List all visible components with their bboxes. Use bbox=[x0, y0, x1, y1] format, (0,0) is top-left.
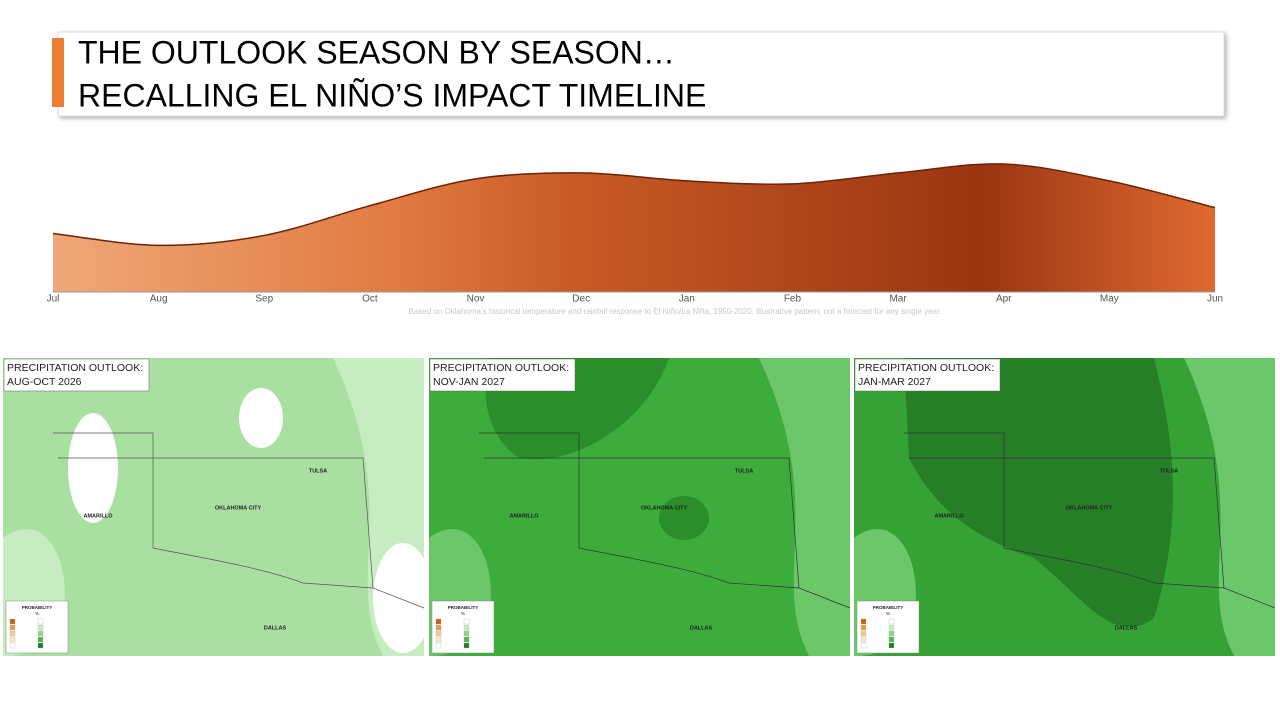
legend-swatch bbox=[435, 618, 442, 625]
legend-swatch bbox=[435, 642, 442, 649]
x-tick-label: May bbox=[1100, 294, 1119, 305]
legend-swatch bbox=[860, 618, 867, 625]
map-region bbox=[759, 358, 850, 656]
x-tick-label: Jun bbox=[1207, 294, 1223, 305]
city-label: TULSA bbox=[1160, 468, 1178, 474]
map-region bbox=[239, 388, 283, 448]
legend-swatch bbox=[860, 636, 867, 643]
legend-title: PROBABILITY bbox=[448, 605, 479, 610]
legend-swatch bbox=[37, 624, 44, 631]
legend-swatch bbox=[860, 624, 867, 631]
city-label: OKLAHOMA CITY bbox=[641, 505, 688, 511]
map-region bbox=[659, 496, 709, 540]
city-label: AMARILLO bbox=[509, 513, 539, 519]
city-label: AMARILLO bbox=[83, 513, 113, 519]
x-tick-label: Aug bbox=[150, 294, 168, 305]
legend-swatch bbox=[860, 642, 867, 649]
x-tick-label: Apr bbox=[996, 294, 1012, 305]
x-tick-label: Oct bbox=[362, 294, 378, 305]
map-panel: PRECIPITATION OUTLOOK: JAN-MAR 2027 AMARIL… bbox=[854, 358, 1276, 656]
legend-swatch bbox=[888, 630, 895, 637]
accent-bar bbox=[52, 38, 64, 107]
legend-unit: % bbox=[886, 611, 890, 616]
legend-swatch bbox=[435, 630, 442, 637]
title-box bbox=[57, 31, 1225, 117]
city-label: DALLAS bbox=[1115, 625, 1138, 631]
city-label: TULSA bbox=[309, 468, 327, 474]
legend-swatch bbox=[9, 630, 16, 637]
city-label: OKLAHOMA CITY bbox=[1066, 505, 1113, 511]
legend-swatch bbox=[888, 636, 895, 643]
legend-swatch bbox=[888, 642, 895, 649]
legend-swatch bbox=[463, 618, 470, 625]
x-tick-label: Dec bbox=[572, 294, 590, 305]
legend-box bbox=[431, 600, 495, 654]
state-border bbox=[479, 432, 851, 609]
city-label: AMARILLO bbox=[934, 513, 964, 519]
legend-swatch bbox=[888, 624, 895, 631]
title-line: RECALLING EL NIÑO’S IMPACT TIMELINE bbox=[78, 77, 706, 113]
legend-unit: % bbox=[461, 611, 465, 616]
x-tick-label: Nov bbox=[467, 294, 485, 305]
city-label: TULSA bbox=[735, 468, 753, 474]
legend-swatch bbox=[9, 642, 16, 649]
area bbox=[53, 163, 1215, 292]
map-title-box bbox=[3, 358, 150, 392]
legend-swatch bbox=[463, 642, 470, 649]
x-tick-label: Jul bbox=[47, 294, 60, 305]
map-region bbox=[373, 543, 433, 653]
legend-swatch bbox=[463, 630, 470, 637]
state-border bbox=[53, 432, 425, 609]
legend-swatch bbox=[888, 618, 895, 625]
map-title: PRECIPITATION OUTLOOK: bbox=[433, 362, 569, 374]
map-panel: PRECIPITATION OUTLOOK: NOV-JAN 2027 AMARIL… bbox=[429, 358, 851, 656]
x-tick-label: Feb bbox=[784, 294, 802, 305]
area-line bbox=[52, 163, 1216, 247]
legend-swatch bbox=[37, 642, 44, 649]
legend-swatch bbox=[37, 636, 44, 643]
legend-swatch bbox=[37, 618, 44, 625]
city-label: DALLAS bbox=[264, 625, 287, 631]
map-region bbox=[68, 413, 118, 523]
city-label: DALLAS bbox=[690, 625, 713, 631]
legend-title: PROBABILITY bbox=[22, 605, 53, 610]
map-title: PRECIPITATION OUTLOOK: bbox=[858, 362, 994, 374]
map-title: PRECIPITATION OUTLOOK: bbox=[7, 362, 143, 374]
city-label: OKLAHOMA CITY bbox=[215, 505, 262, 511]
chart-note: Based on Oklahoma’s historical temperatu… bbox=[408, 307, 941, 316]
legend-box bbox=[856, 600, 920, 654]
x-tick-label: Jan bbox=[679, 294, 695, 305]
x-tick-label: Mar bbox=[889, 294, 907, 305]
map-period: NOV-JAN 2027 bbox=[433, 376, 505, 388]
legend-title: PROBABILITY bbox=[873, 605, 904, 610]
legend-box bbox=[5, 600, 69, 654]
map-panel: PRECIPITATION OUTLOOK: AUG-OCT 2026 AMARIL… bbox=[3, 358, 433, 656]
legend-unit: % bbox=[35, 611, 39, 616]
legend-swatch bbox=[37, 630, 44, 637]
legend-swatch bbox=[435, 636, 442, 643]
map-period: JAN-MAR 2027 bbox=[858, 376, 931, 388]
map-region bbox=[904, 358, 1173, 628]
x-tick-label: Sep bbox=[255, 294, 273, 305]
legend-swatch bbox=[9, 624, 16, 631]
title-line: THE OUTLOOK SEASON BY SEASON… bbox=[78, 34, 675, 70]
legend-swatch bbox=[9, 636, 16, 643]
map-title-box bbox=[429, 358, 576, 392]
legend-swatch bbox=[463, 624, 470, 631]
map-region bbox=[1184, 358, 1275, 656]
map-title-box bbox=[854, 358, 1001, 392]
legend-swatch bbox=[435, 624, 442, 631]
legend-swatch bbox=[9, 618, 16, 625]
state-border bbox=[904, 432, 1276, 609]
map-period: AUG-OCT 2026 bbox=[7, 376, 82, 388]
legend-swatch bbox=[463, 636, 470, 643]
legend-swatch bbox=[860, 630, 867, 637]
